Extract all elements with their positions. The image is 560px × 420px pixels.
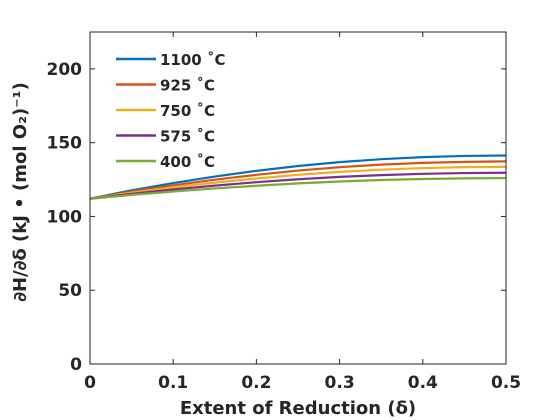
x-tick-label: 0.1 bbox=[158, 373, 188, 393]
y-tick-label: 200 bbox=[47, 60, 83, 80]
series-lines bbox=[89, 154, 507, 200]
legend-label: 750 ˚C bbox=[160, 102, 215, 120]
y-tick-label: 0 bbox=[70, 355, 82, 375]
x-tick-label: 0 bbox=[84, 373, 96, 393]
legend-label: 925 ˚C bbox=[160, 77, 215, 95]
legend-item-0: 1100 ˚C bbox=[116, 51, 225, 69]
legend-label: 400 ˚C bbox=[160, 153, 215, 171]
x-tick-label: 0.2 bbox=[241, 373, 271, 393]
x-tick-label: 0.4 bbox=[408, 373, 438, 393]
y-tick-label: 100 bbox=[47, 207, 83, 227]
legend-item-3: 575 ˚C bbox=[116, 128, 215, 146]
series-line-0 bbox=[89, 154, 507, 200]
legend-item-2: 750 ˚C bbox=[116, 102, 215, 120]
y-tick-label: 150 bbox=[47, 134, 83, 154]
series-line-1 bbox=[89, 160, 507, 200]
plot-area bbox=[90, 32, 506, 364]
x-tick-label: 0.3 bbox=[325, 373, 355, 393]
series-line-4 bbox=[89, 176, 507, 200]
x-axis-label: Extent of Reduction (δ) bbox=[180, 398, 416, 419]
axes: 0 0.1 0.2 0.3 0.4 0.5 0 50 100 150 200 bbox=[47, 31, 521, 393]
legend-item-4: 400 ˚C bbox=[116, 153, 215, 171]
series-line-3 bbox=[89, 171, 507, 200]
x-tick-label: 0.5 bbox=[491, 373, 521, 393]
legend-label: 575 ˚C bbox=[160, 128, 215, 146]
plot-background bbox=[90, 32, 506, 364]
legend-label: 1100 ˚C bbox=[160, 51, 225, 69]
series-line-2 bbox=[89, 165, 507, 200]
legend: 1100 ˚C 925 ˚C 750 ˚C 575 ˚C 400 ˚C bbox=[116, 51, 225, 171]
legend-item-1: 925 ˚C bbox=[116, 77, 215, 95]
y-tick-label: 50 bbox=[58, 281, 82, 301]
y-axis-label: ∂H/∂δ (kJ • (mol O₂)⁻¹) bbox=[10, 82, 31, 302]
